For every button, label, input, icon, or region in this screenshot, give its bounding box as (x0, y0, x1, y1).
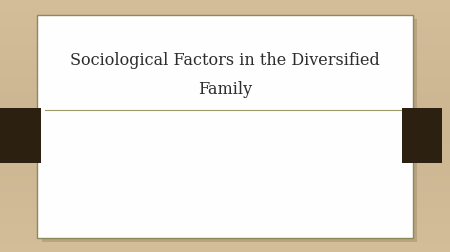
Bar (42, 20, 417, 242)
Text: Sociological Factors in the Diversified: Sociological Factors in the Diversified (70, 52, 380, 69)
Bar (0, 108, 40, 164)
Text: Family: Family (198, 81, 252, 98)
Bar (37, 16, 413, 238)
Bar (402, 108, 442, 164)
